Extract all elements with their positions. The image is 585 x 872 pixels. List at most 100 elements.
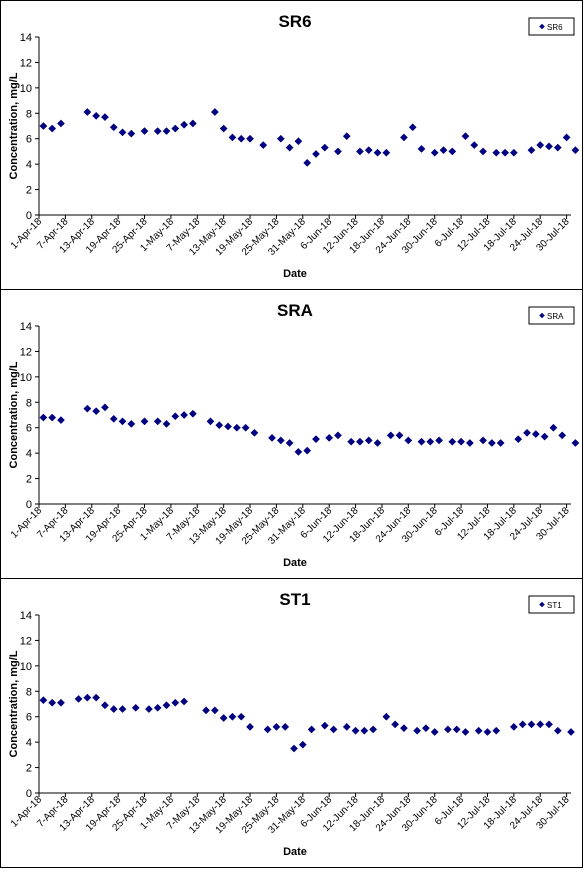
data-point <box>492 726 501 735</box>
data-point <box>509 722 518 731</box>
data-point <box>527 720 536 729</box>
data-point <box>382 712 391 721</box>
legend-label: ST1 <box>547 601 562 610</box>
data-point <box>202 706 211 715</box>
data-point <box>430 148 439 157</box>
legend-box <box>528 17 575 36</box>
y-tick-label: 10 <box>20 661 32 673</box>
data-point <box>118 417 127 426</box>
legend-marker-icon <box>539 23 545 30</box>
data-point <box>109 123 118 132</box>
data-point <box>479 147 488 156</box>
data-point <box>92 111 101 120</box>
data-point <box>496 439 505 447</box>
y-tick-label: 12 <box>20 635 32 647</box>
data-point <box>92 407 101 416</box>
data-point <box>219 124 228 133</box>
data-point <box>364 146 373 155</box>
data-point <box>188 119 197 128</box>
data-point <box>399 133 408 142</box>
y-tick-label: 4 <box>26 159 32 171</box>
y-tick-label: 6 <box>26 134 32 146</box>
data-point <box>373 148 382 157</box>
x-axis-label: Date <box>283 846 307 858</box>
data-point <box>329 725 338 734</box>
data-point <box>417 144 426 153</box>
data-point <box>571 146 580 155</box>
data-point <box>439 146 448 155</box>
data-point <box>430 728 439 736</box>
data-point <box>470 141 479 150</box>
chart-panel-st1: ST1 0 2 4 6 8 10 12 14 1-Apr-18 7-Apr-18 13-Apr-18 1… <box>0 578 583 868</box>
data-point <box>188 409 197 418</box>
data-point <box>461 728 470 736</box>
data-point <box>487 439 496 447</box>
data-point <box>479 436 488 445</box>
data-point <box>237 712 246 721</box>
legend-label: SRA <box>547 312 564 321</box>
data-point <box>294 447 303 456</box>
legend-box <box>528 306 575 325</box>
y-tick-label: 14 <box>20 610 32 622</box>
data-point <box>171 698 180 707</box>
data-point <box>153 127 162 136</box>
data-point <box>540 432 549 441</box>
chart-title: SR6 <box>278 12 311 31</box>
chart-title: SRA <box>277 301 313 320</box>
data-point <box>448 147 457 156</box>
y-axis-label: Concentration, mg/L <box>8 72 20 179</box>
data-point <box>39 696 48 705</box>
data-point <box>294 137 303 146</box>
data-point <box>180 697 189 706</box>
data-point <box>303 446 312 455</box>
data-point <box>171 412 180 421</box>
data-point <box>347 437 356 446</box>
data-point <box>180 411 189 419</box>
data-point <box>39 413 48 422</box>
data-point <box>276 436 285 445</box>
legend: SR6 <box>528 17 575 36</box>
y-tick-label: 10 <box>20 83 32 95</box>
y-tick-label: 2 <box>26 185 32 197</box>
data-point <box>162 419 171 428</box>
data-point <box>553 143 562 152</box>
data-point <box>523 428 531 437</box>
data-point <box>509 148 518 157</box>
data-point <box>219 714 228 722</box>
data-point <box>140 417 149 426</box>
legend-marker-icon <box>539 312 545 319</box>
data-point <box>57 698 65 707</box>
data-point <box>153 703 162 712</box>
data-point <box>307 725 316 734</box>
data-point <box>421 724 430 733</box>
data-point <box>501 148 510 157</box>
data-point <box>518 720 527 729</box>
data-point <box>246 134 254 143</box>
data-point <box>228 133 237 142</box>
legend-marker-icon <box>539 601 545 608</box>
data-point <box>334 147 342 156</box>
data-point <box>241 423 250 432</box>
data-point <box>536 141 545 150</box>
data-point <box>334 431 342 440</box>
data-point <box>83 693 92 702</box>
y-tick-label: 4 <box>26 448 32 460</box>
x-axis-label: Date <box>283 557 307 569</box>
data-point <box>100 701 109 710</box>
data-point <box>426 437 435 446</box>
x-axis-label: Date <box>283 268 307 280</box>
data-point <box>360 726 369 735</box>
data-point <box>276 134 285 143</box>
data-point <box>57 119 65 128</box>
data-point <box>351 726 360 735</box>
data-point <box>180 120 189 129</box>
chart-sra: SRA024681012141-Apr-187-Apr-1813-Apr-181… <box>8 301 580 569</box>
data-point <box>562 133 571 142</box>
data-point <box>118 128 127 137</box>
data-point <box>399 724 408 733</box>
y-tick-label: 6 <box>26 423 32 435</box>
data-point <box>527 146 536 155</box>
data-point <box>153 417 162 426</box>
y-tick-label: 10 <box>20 372 32 384</box>
data-point <box>237 134 246 143</box>
